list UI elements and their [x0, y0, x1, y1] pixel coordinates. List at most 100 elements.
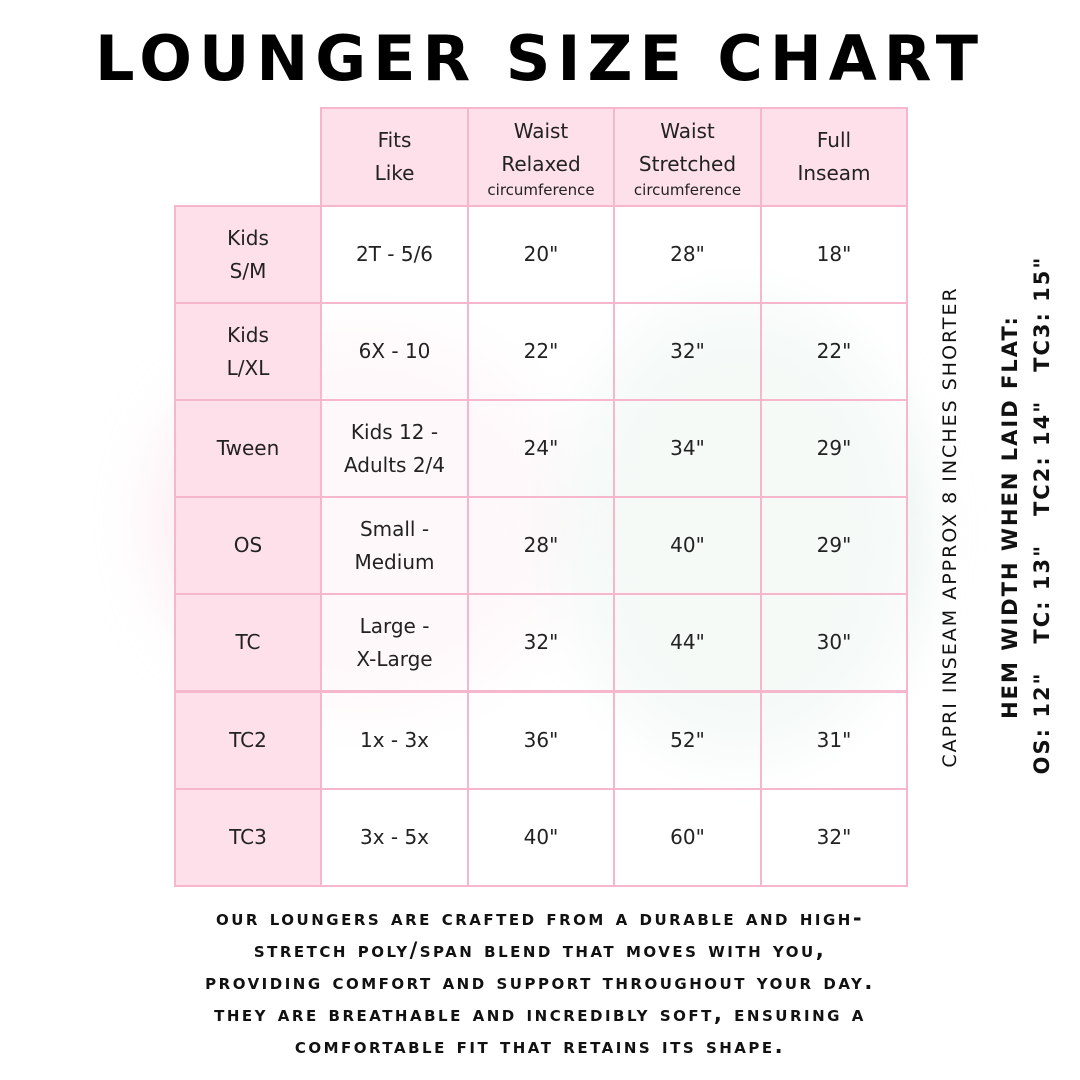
- fits-like-value: Adults 2/4: [343, 452, 446, 477]
- relaxed-cell: 32": [467, 593, 615, 693]
- size-chart-table: Fits Like Waist Relaxed circumference Waist St…: [174, 107, 908, 887]
- inseam-value: 32": [816, 824, 852, 849]
- column-header: Waist Relaxed circumference: [467, 107, 615, 207]
- relaxed-cell: 36": [467, 690, 615, 790]
- page-title: LOUNGER SIZE CHART: [94, 22, 986, 95]
- fits-like-value: 3x - 5x: [359, 824, 430, 849]
- fits-like-value: Small -: [359, 516, 430, 541]
- fits-like-cell: 6X - 10: [320, 302, 469, 402]
- relaxed-cell: 28": [467, 496, 615, 596]
- stretched-value: 32": [670, 339, 705, 364]
- relaxed-value: 20": [523, 242, 559, 267]
- inseam-cell: 30": [760, 593, 908, 693]
- inseam-cell: 32": [760, 787, 908, 887]
- inseam-cell: 22": [760, 302, 908, 402]
- fits-like-value: Kids 12 -: [350, 419, 439, 444]
- fits-like-value: 1x - 3x: [359, 727, 430, 752]
- size-label: L/XL: [226, 355, 270, 380]
- relaxed-value: 40": [523, 824, 559, 849]
- size-label: TC2: [229, 727, 267, 752]
- relaxed-cell: 20": [467, 205, 615, 305]
- stretched-value: 52": [670, 727, 705, 752]
- fits-like-value: 2T - 5/6: [355, 242, 434, 267]
- stretched-cell: 32": [613, 302, 762, 402]
- stretched-cell: 60": [613, 787, 762, 887]
- relaxed-cell: 40": [467, 787, 615, 887]
- fits-like-cell: Kids 12 - Adults 2/4: [320, 399, 469, 499]
- header-line: Waist: [660, 119, 715, 143]
- inseam-value: 29": [816, 436, 852, 461]
- size-label: TC: [235, 630, 261, 655]
- column-header: Fits Like: [320, 107, 469, 207]
- column-header: Full Inseam: [760, 107, 908, 207]
- relaxed-cell: 22": [467, 302, 615, 402]
- description-line: providing comfort and support throughout…: [205, 970, 875, 994]
- relaxed-value: 28": [523, 533, 559, 558]
- size-label: TC3: [229, 824, 267, 849]
- fits-like-cell: 2T - 5/6: [320, 205, 469, 305]
- fits-like-value: Large -: [359, 613, 430, 638]
- stretched-value: 60": [670, 824, 705, 849]
- size-cell: TC3: [174, 787, 322, 887]
- size-label: S/M: [229, 258, 267, 283]
- relaxed-value: 22": [523, 339, 559, 364]
- fits-like-cell: 3x - 5x: [320, 787, 469, 887]
- header-line: Fits: [377, 128, 412, 152]
- fits-like-cell: Large - X-Large: [320, 593, 469, 693]
- inseam-value: 18": [816, 242, 852, 267]
- size-cell: OS: [174, 496, 322, 596]
- description-line: Our loungers are crafted from a durable …: [215, 906, 865, 930]
- stretched-cell: 44": [613, 593, 762, 693]
- fits-like-value: X-Large: [356, 646, 433, 671]
- stretched-cell: 28": [613, 205, 762, 305]
- relaxed-cell: 24": [467, 399, 615, 499]
- size-label: Kids: [227, 322, 269, 347]
- fits-like-cell: Small - Medium: [320, 496, 469, 596]
- size-label: Tween: [216, 436, 280, 461]
- size-cell: Kids L/XL: [174, 302, 322, 402]
- size-cell: Kids S/M: [174, 205, 322, 305]
- hem-width-values: OS: 12" TC: 13" TC2: 14" TC3: 15": [1030, 255, 1054, 775]
- header-line: Relaxed: [501, 152, 581, 176]
- header-line: Waist: [513, 119, 569, 143]
- size-cell: Tween: [174, 399, 322, 499]
- relaxed-value: 24": [523, 436, 559, 461]
- description-line: comfortable fit that retains its shape.: [294, 1034, 786, 1058]
- column-header: Waist Stretched circumference: [613, 107, 762, 207]
- stretched-cell: 40": [613, 496, 762, 596]
- inseam-value: 30": [816, 630, 852, 655]
- fits-like-value: Medium: [354, 549, 435, 574]
- inseam-cell: 29": [760, 496, 908, 596]
- size-cell: TC: [174, 593, 322, 693]
- size-label: OS: [233, 533, 263, 558]
- header-line: Stretched: [638, 152, 737, 176]
- product-description: Our loungers are crafted from a durable …: [0, 902, 1080, 1062]
- inseam-value: 29": [816, 533, 852, 558]
- stretched-value: 44": [670, 630, 705, 655]
- stretched-value: 34": [670, 436, 705, 461]
- stretched-cell: 52": [613, 690, 762, 790]
- capri-note: CAPRI INSEAM APPROX 8 INCHES SHORTER: [939, 286, 961, 768]
- inseam-value: 31": [816, 727, 852, 752]
- stretched-value: 28": [670, 242, 705, 267]
- size-label: Kids: [227, 225, 269, 250]
- header-line: Inseam: [797, 161, 871, 185]
- header-line: Full: [816, 128, 852, 152]
- description-line: stretch poly/span blend that moves with …: [253, 938, 827, 962]
- stretched-value: 40": [670, 533, 705, 558]
- relaxed-value: 32": [523, 630, 559, 655]
- hem-width-title: HEM WIDTH WHEN LAID FLAT:: [998, 315, 1022, 719]
- size-cell: TC2: [174, 690, 322, 790]
- relaxed-value: 36": [523, 727, 559, 752]
- description-line: They are breathable and incredibly soft,…: [214, 1002, 866, 1026]
- fits-like-cell: 1x - 3x: [320, 690, 469, 790]
- header-subtext: circumference: [487, 181, 595, 199]
- inseam-value: 22": [816, 339, 852, 364]
- inseam-cell: 18": [760, 205, 908, 305]
- header-line: Like: [374, 161, 415, 185]
- stretched-cell: 34": [613, 399, 762, 499]
- inseam-cell: 31": [760, 690, 908, 790]
- inseam-cell: 29": [760, 399, 908, 499]
- fits-like-value: 6X - 10: [358, 339, 431, 364]
- header-subtext: circumference: [633, 181, 742, 199]
